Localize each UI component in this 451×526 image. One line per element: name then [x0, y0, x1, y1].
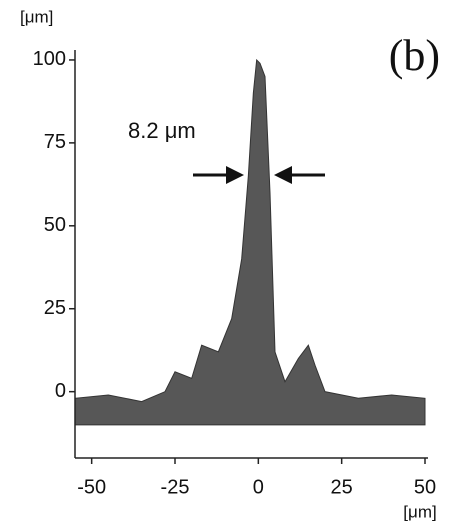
annotation: 8.2 μm	[128, 118, 196, 143]
x-tick-label: 0	[253, 476, 264, 498]
panel-label: (b)	[389, 31, 440, 80]
y-tick-label: 25	[44, 297, 66, 319]
y-tick-label: 75	[44, 131, 66, 153]
surface-profile	[74, 58, 426, 426]
x-tick-label: 50	[414, 476, 436, 498]
y-tick-label: 50	[44, 214, 66, 236]
y-unit: [μm]	[20, 7, 53, 26]
x-tick-label: -50	[77, 476, 106, 498]
x-unit: [μm]	[403, 502, 436, 521]
y-tick-label: 100	[33, 48, 66, 70]
x-tick-label: -25	[161, 476, 190, 498]
x-tick-label: 25	[331, 476, 353, 498]
y-tick-label: 0	[55, 380, 66, 402]
width-arrows	[193, 166, 325, 184]
